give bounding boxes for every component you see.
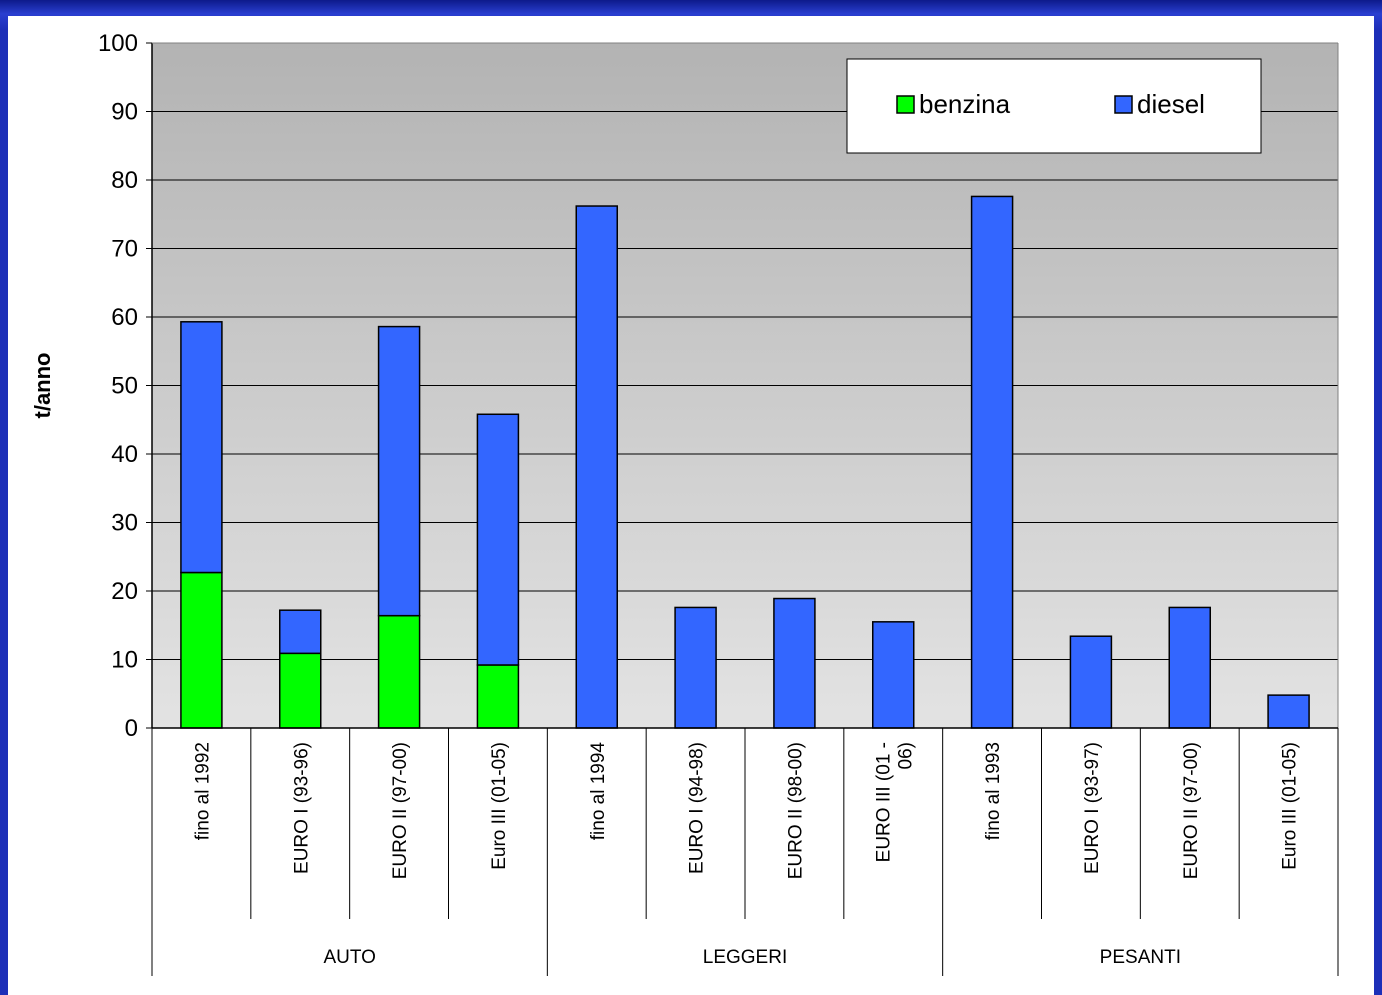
bar-diesel-0 xyxy=(180,321,223,574)
category-label: Euro III (01-05) xyxy=(1280,742,1301,870)
group-label: PESANTI xyxy=(1100,947,1181,968)
category-label: fino al 1994 xyxy=(588,742,609,841)
bar-diesel-2 xyxy=(377,325,421,617)
y-tick-label: 60 xyxy=(111,304,138,331)
y-tick-label: 70 xyxy=(111,236,138,263)
y-axis-title: t/anno xyxy=(30,353,55,419)
legend-label-benzina: benzina xyxy=(919,89,1011,119)
chart-area: 0 10 20 30 40 50 60 70 80 90 100 fino al 1992 EURO I… xyxy=(8,16,1374,995)
legend-swatch-diesel xyxy=(1114,95,1133,114)
category-label: EURO I (93-96) xyxy=(291,742,312,874)
category-label: fino al 1992 xyxy=(192,742,213,840)
y-tick-label: 10 xyxy=(111,647,138,674)
y-tick-label: 20 xyxy=(111,578,138,605)
group-label: LEGGERI xyxy=(703,947,787,968)
bar-benzina-2 xyxy=(377,614,421,729)
bar-diesel-10 xyxy=(1168,606,1211,729)
category-label: Euro III (01-05) xyxy=(489,742,510,870)
category-label: EURO II (97-00) xyxy=(1181,742,1202,879)
bar-diesel-4 xyxy=(575,205,618,729)
bar-diesel-1 xyxy=(279,609,322,655)
bar-diesel-6 xyxy=(773,597,816,729)
y-tick-label: 90 xyxy=(111,99,138,126)
bar-diesel-7 xyxy=(872,621,915,729)
legend-label-diesel: diesel xyxy=(1137,89,1205,119)
category-label: EURO I (93-97) xyxy=(1082,742,1103,874)
bar-diesel-3 xyxy=(476,413,520,666)
bar-benzina-1 xyxy=(279,652,322,729)
y-tick-label: 0 xyxy=(125,715,138,742)
y-tick-label: 100 xyxy=(98,30,138,57)
bar-diesel-9 xyxy=(1069,635,1113,729)
bar-diesel-11 xyxy=(1267,694,1310,729)
y-tick-label: 30 xyxy=(111,510,138,537)
stacked-bar-chart: 0 10 20 30 40 50 60 70 80 90 100 fino al 1992 EURO I… xyxy=(30,30,1339,976)
category-label: EURO II (98-00) xyxy=(785,742,806,879)
group-label: AUTO xyxy=(323,947,375,968)
category-label: EURO I (94-98) xyxy=(687,742,708,874)
y-tick-label: 40 xyxy=(111,441,138,468)
category-label: fino al 1993 xyxy=(983,742,1004,840)
y-tick-label: 80 xyxy=(111,167,138,194)
legend-swatch-benzina xyxy=(896,95,915,114)
bar-diesel-8 xyxy=(970,195,1014,729)
bar-diesel-5 xyxy=(674,606,717,729)
category-label: EURO III (01 - xyxy=(873,742,894,862)
bar-benzina-3 xyxy=(476,664,520,729)
legend-box xyxy=(846,58,1262,154)
category-label: EURO II (97-00) xyxy=(390,742,411,879)
y-tick-label: 50 xyxy=(111,373,138,400)
category-label: 06) xyxy=(895,742,916,769)
bar-benzina-0 xyxy=(180,571,223,729)
